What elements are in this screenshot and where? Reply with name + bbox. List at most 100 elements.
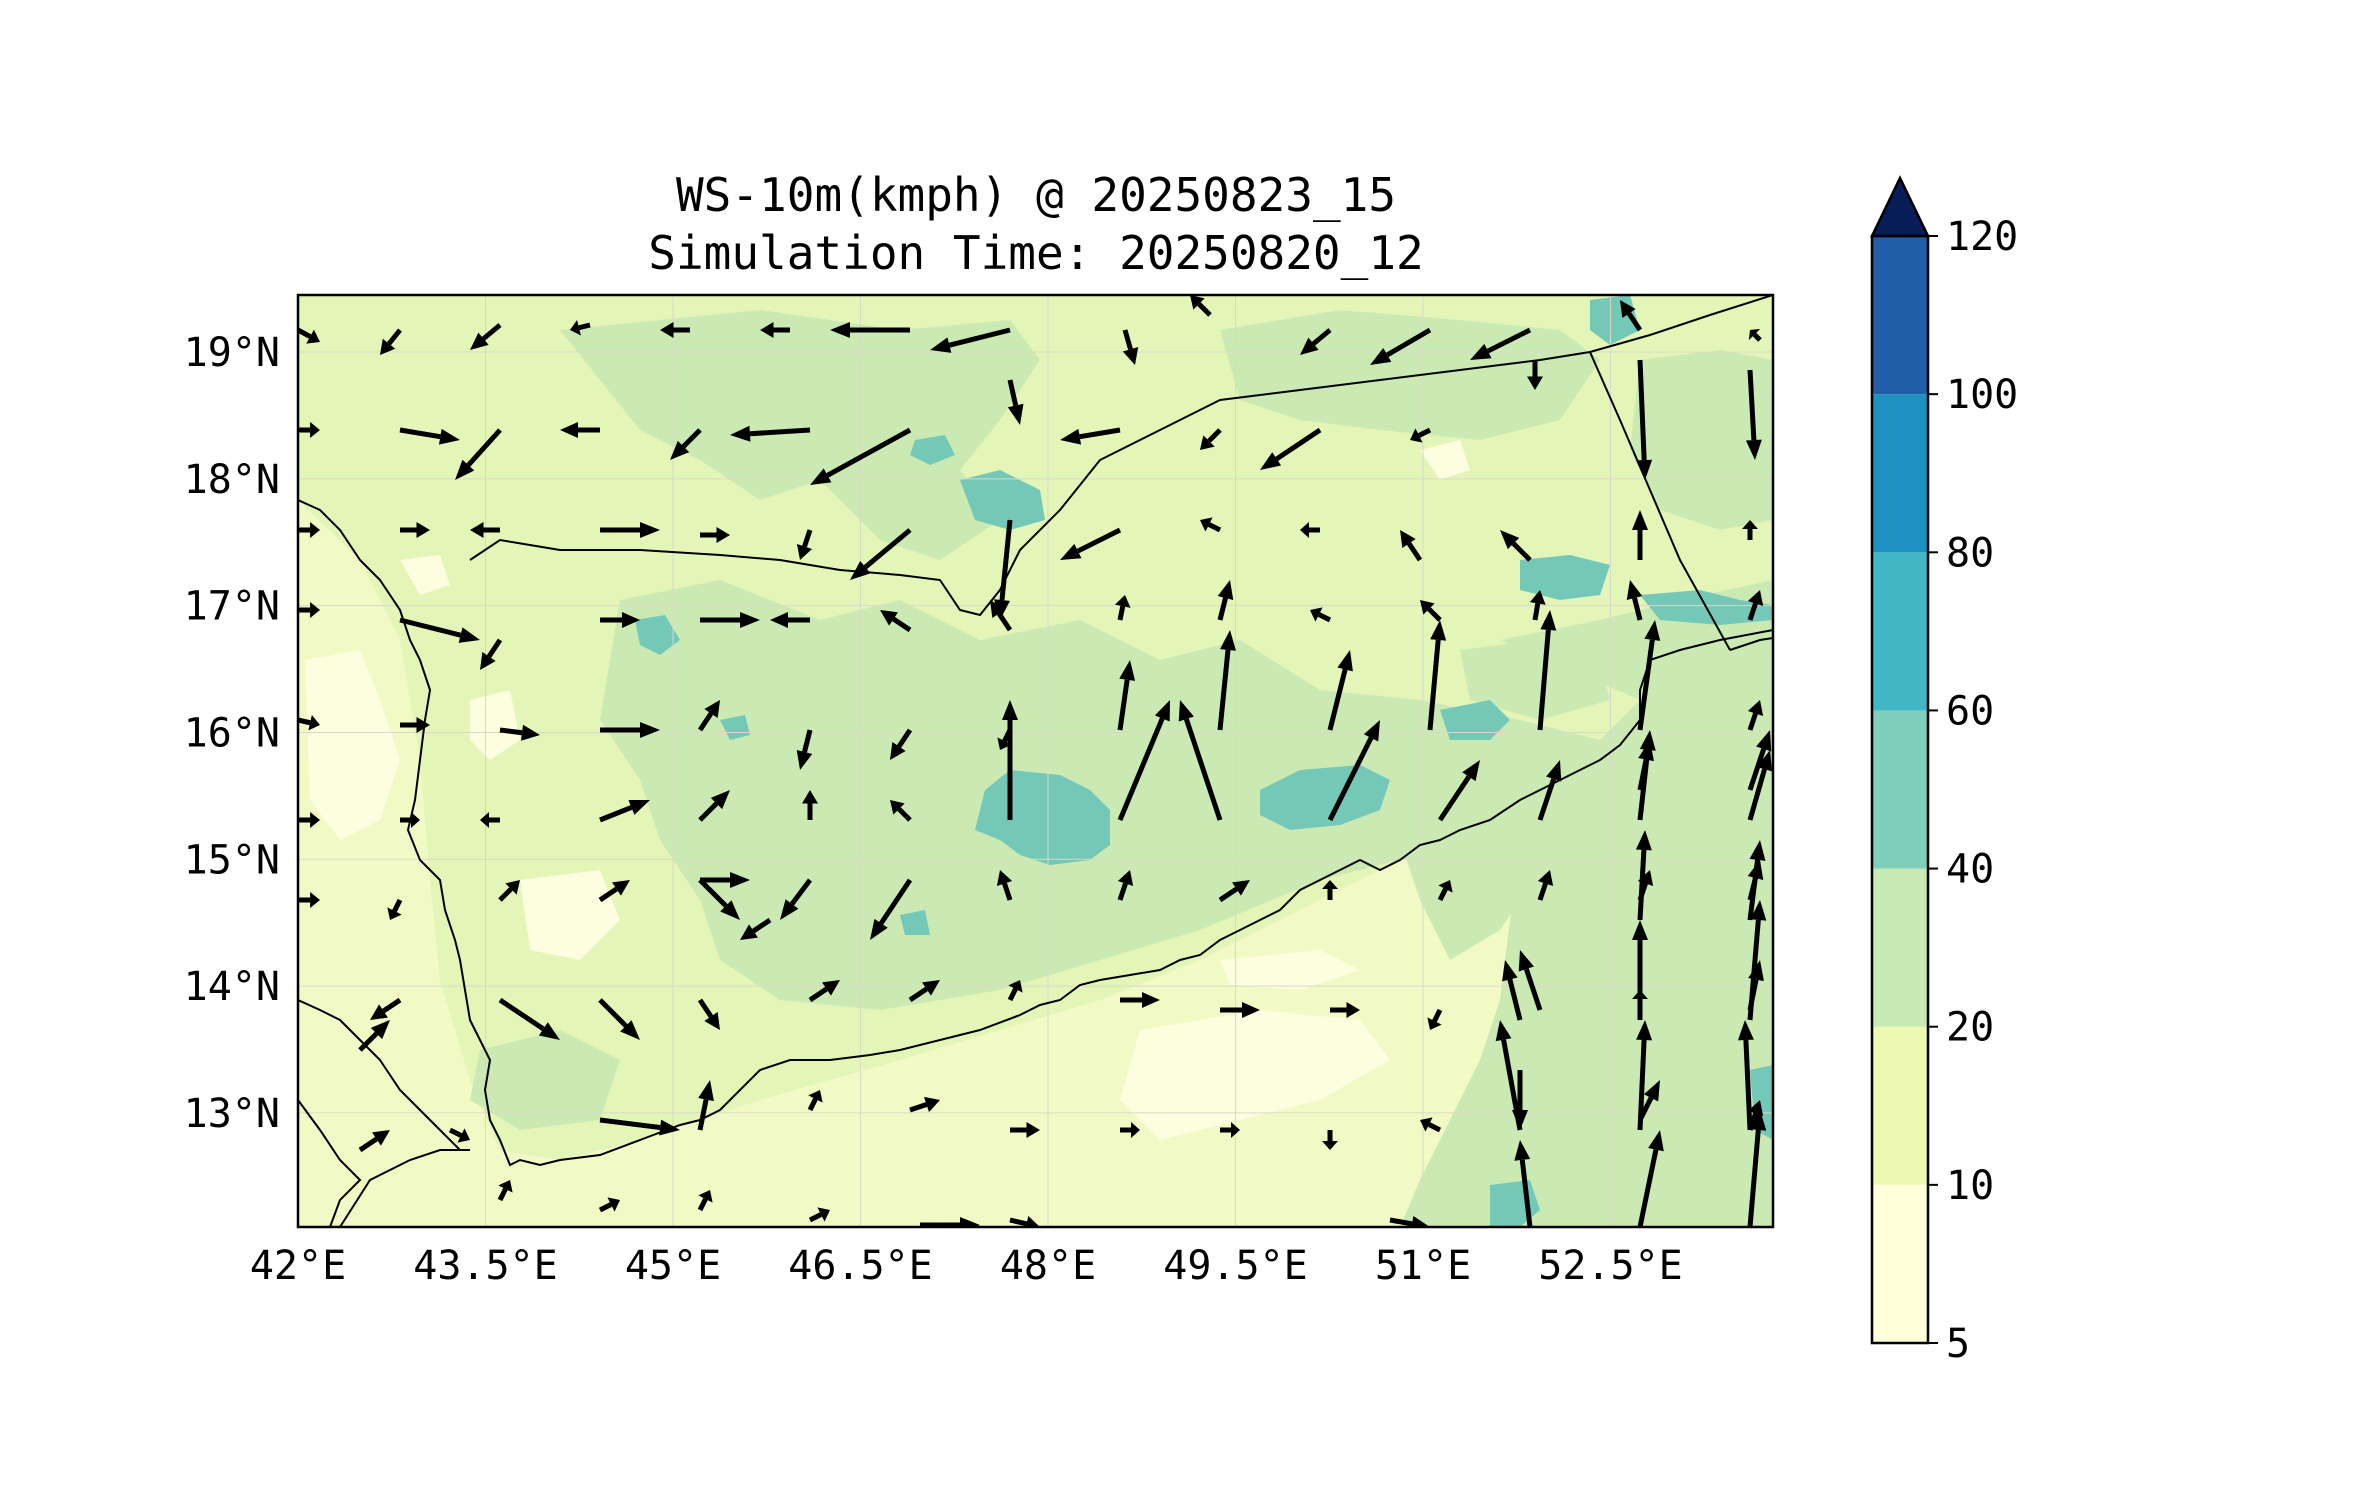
colorbar-label: 100: [1946, 372, 2018, 418]
colorbar-label: 60: [1946, 688, 1994, 734]
wind-arrow: [1637, 1130, 1664, 1227]
wind-arrow: [1178, 700, 1223, 821]
horn-border-lines: [339, 1149, 470, 1227]
wind-arrow: [808, 980, 840, 1003]
wind-arrow: [470, 323, 502, 350]
wind-arrow: [700, 612, 760, 628]
wind-arrow: [380, 328, 402, 355]
wind-arrow: [1632, 920, 1648, 1020]
wind-arrow: [1529, 590, 1546, 621]
wind-arrow: [498, 880, 520, 902]
wind-arrow: [1637, 740, 1654, 791]
wind-arrow: [870, 878, 913, 940]
colorbar-segment: [1872, 236, 1928, 395]
colorbar-label: 120: [1946, 214, 2018, 260]
wind-arrow: [1200, 517, 1222, 533]
wind-arrow: [1514, 1140, 1533, 1227]
wind-arrow: [670, 428, 702, 460]
wind-arrow: [1748, 328, 1762, 342]
wind-arrow: [1117, 660, 1136, 731]
wind-arrow: [1117, 700, 1170, 821]
wind-arrow: [298, 892, 320, 908]
wind-arrow: [1518, 950, 1543, 1011]
wind-arrow: [1437, 880, 1453, 902]
wind-arrow: [1322, 1130, 1338, 1150]
wind-arrow: [358, 1130, 390, 1153]
wind-arrow: [298, 602, 320, 618]
x-tick-label: 48°E: [1000, 1243, 1096, 1289]
saudi-yemen-border: [469, 295, 1773, 617]
wind-arrow: [399, 427, 460, 445]
wind-arrow: [697, 998, 720, 1030]
wind-arrow: [1060, 427, 1121, 445]
wind-arrow: [1218, 880, 1250, 903]
wind-arrow: [920, 1217, 980, 1227]
wind-arrow: [1437, 760, 1480, 822]
wind-arrow: [930, 327, 1011, 353]
wind-arrow: [808, 1207, 830, 1223]
wind-arrow: [890, 800, 912, 822]
wind-arrow: [1502, 960, 1523, 1021]
wind-arrow: [455, 428, 502, 480]
map-title: WS-10m(kmph) @ 20250823_15 Simulation Ti…: [296, 166, 1776, 282]
wind-arrow: [1495, 1020, 1523, 1131]
wind-arrow: [770, 612, 810, 628]
colorbar-segment: [1872, 1026, 1928, 1185]
wind-arrow: [1470, 327, 1532, 360]
colorbar-segment: [1872, 394, 1928, 553]
y-axis-labels: 19°N 18°N 17°N 16°N 15°N 14°N 13°N: [184, 330, 280, 1137]
wind-arrow: [996, 870, 1013, 901]
wind-arrow: [387, 898, 403, 920]
wind-arrow: [1747, 1110, 1767, 1227]
wind-arrow: [600, 722, 660, 738]
wind-arrow: [796, 529, 813, 560]
wind-arrow: [1120, 1122, 1140, 1138]
wind-arrow: [298, 422, 320, 438]
map-plot-area: [298, 295, 1773, 1227]
wind-arrow: [599, 1117, 680, 1136]
wind-arrow: [1537, 610, 1557, 731]
wind-arrow: [1117, 870, 1134, 901]
title-line-2: Simulation Time: 20250820_12: [648, 226, 1424, 280]
wind-arrow: [298, 812, 320, 828]
wind-arrow: [660, 322, 690, 338]
wind-arrow: [480, 812, 500, 828]
wind-arrow: [370, 997, 402, 1020]
wind-arrow: [880, 610, 912, 633]
wind-arrow: [1220, 1122, 1240, 1138]
wind-arrow: [1747, 900, 1767, 1021]
x-tick-label: 52.5°E: [1538, 1243, 1683, 1289]
coastlines-borders: [298, 295, 1773, 1227]
wind-arrow: [698, 790, 730, 822]
wind-arrow: [600, 522, 660, 538]
wind-arrow: [1745, 369, 1762, 460]
x-tick-label: 42°E: [250, 1243, 346, 1289]
y-tick-label: 14°N: [184, 964, 280, 1010]
colorbar-frame: [1870, 234, 1930, 1345]
wind-arrow: [697, 700, 720, 732]
wind-arrow: [1747, 840, 1766, 921]
wind-arrow: [850, 528, 912, 580]
colorbar-segment: [1872, 1184, 1928, 1343]
wind-arrow: [1637, 620, 1661, 731]
wind-arrow: [780, 878, 812, 920]
wind-arrow: [760, 322, 790, 338]
wind-arrow: [1007, 379, 1024, 425]
wind-arrow: [1636, 359, 1653, 480]
wind-arrow: [1300, 328, 1332, 355]
wind-arrow: [730, 425, 811, 442]
wind-arrow: [497, 1180, 513, 1202]
oman-coast: [1729, 637, 1773, 651]
wind-arrow: [598, 998, 640, 1040]
y-tick-label: 16°N: [184, 710, 280, 756]
colorbar: 5 10 20 40 60 80 100 120: [1870, 175, 2018, 1367]
wind-arrow: [298, 522, 320, 538]
wind-arrow: [600, 612, 640, 628]
wind-arrow: [1427, 620, 1447, 731]
wind-arrow: [448, 1127, 470, 1143]
y-tick-label: 13°N: [184, 1091, 280, 1137]
wind-arrow: [1007, 980, 1023, 1002]
wind-arrow: [1737, 1020, 1754, 1131]
y-tick-label: 18°N: [184, 457, 280, 503]
wind-arrow: [802, 790, 818, 820]
